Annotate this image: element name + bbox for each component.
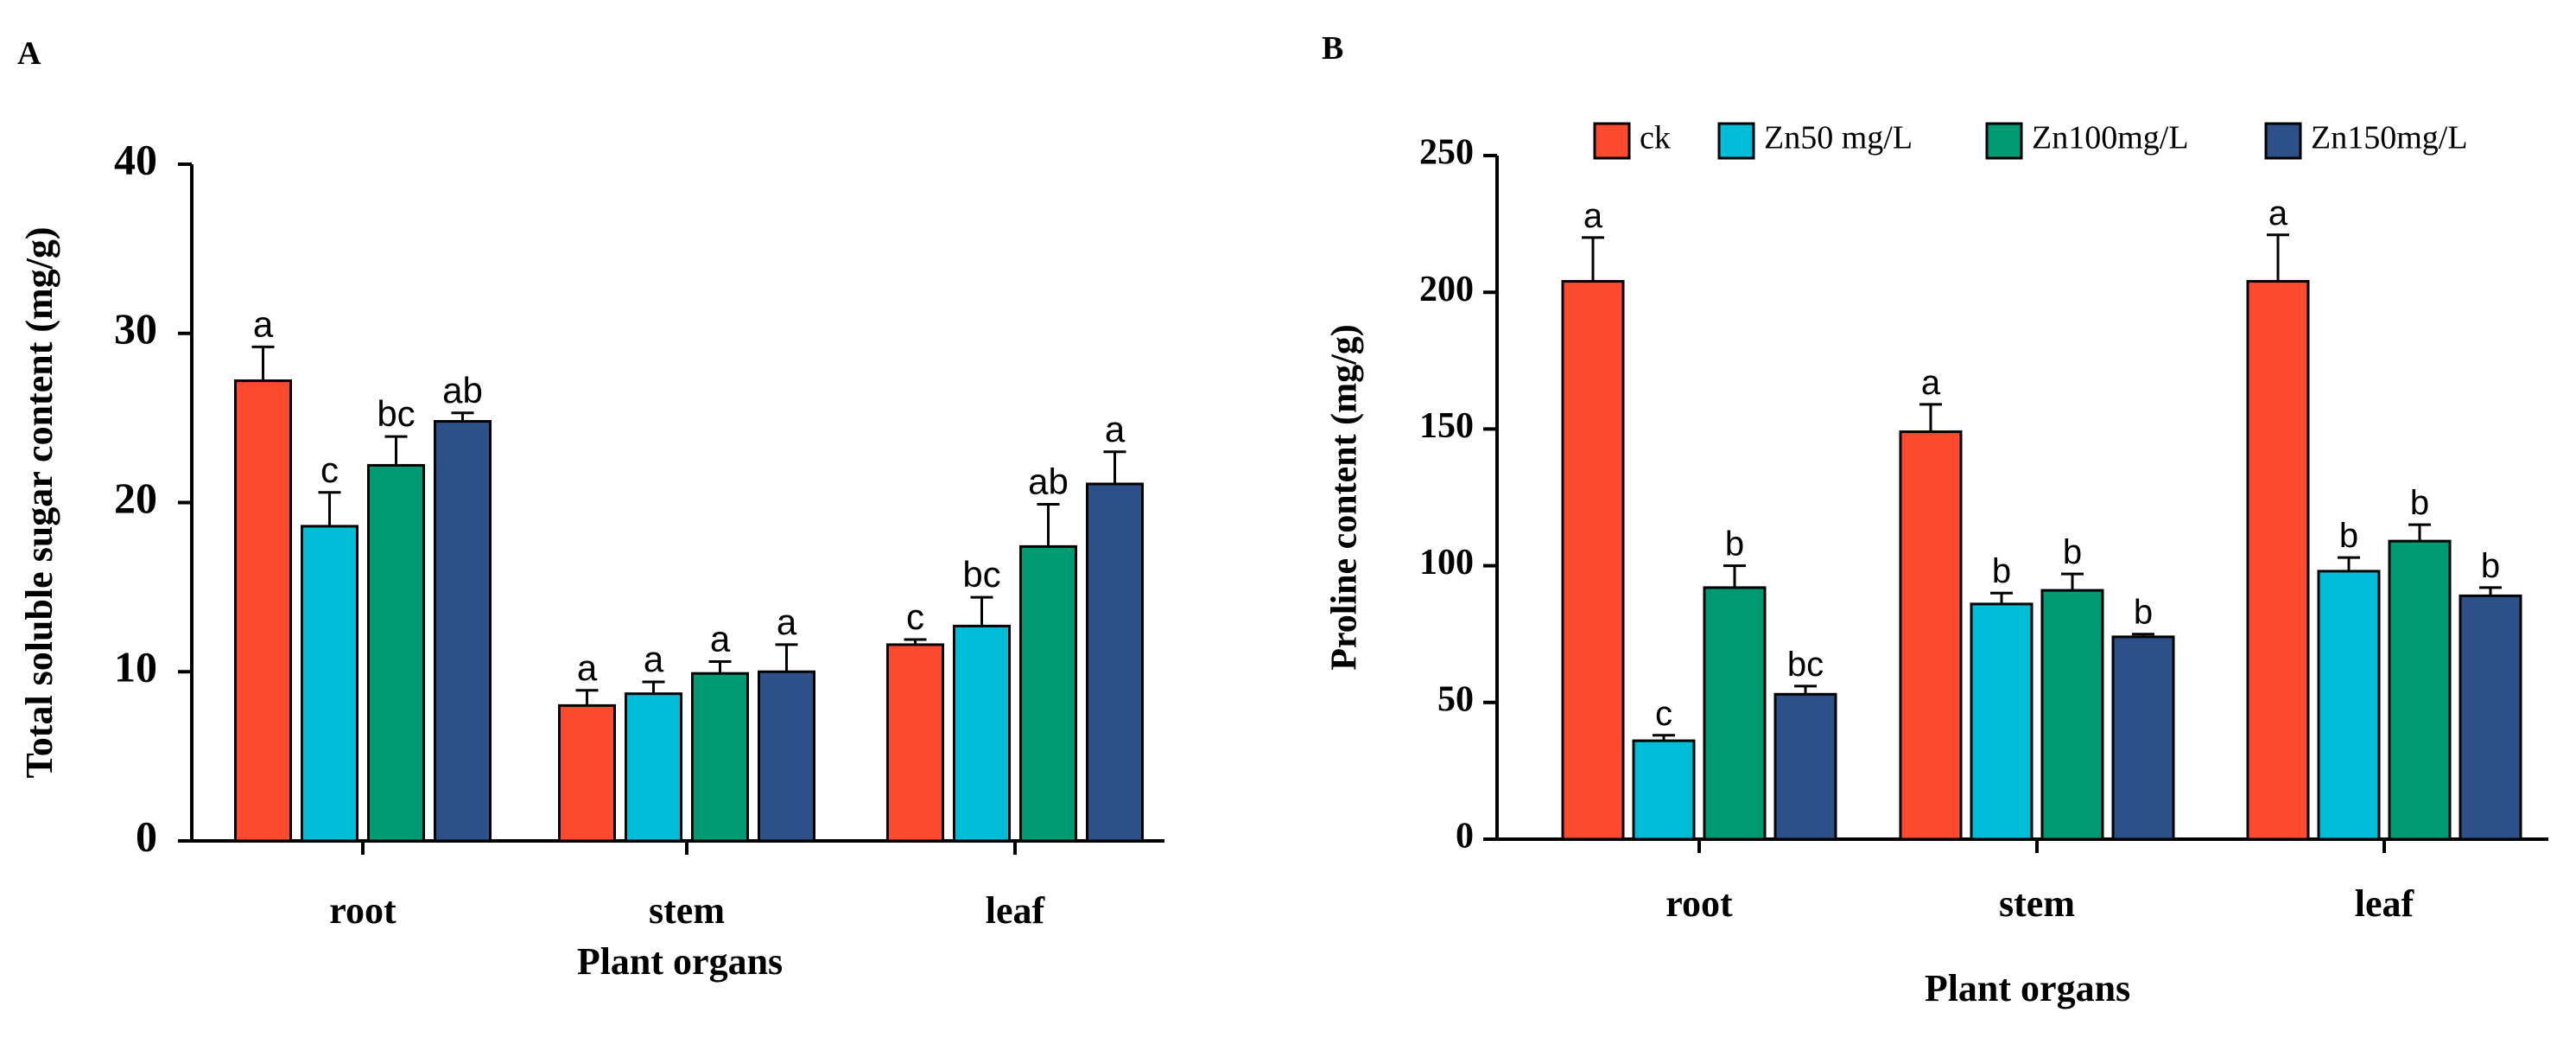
panel-a-bar [691, 672, 749, 843]
panel-b-bar [1970, 602, 2034, 841]
panel-a-bar [953, 624, 1011, 843]
panel-a-bar [1086, 482, 1144, 843]
panel-a-y-tick-label: 20 [114, 474, 157, 522]
panel-b-legend-label: Zn150mg/L [2311, 120, 2468, 156]
panel-b-x-axis-title: Plant organs [1925, 967, 2130, 1009]
panel-b-legend-swatch [2264, 122, 2302, 160]
panel-b-legend-label: ck [1640, 120, 1671, 156]
panel-b-y-tick-label: 100 [1419, 543, 1474, 582]
panel-a-y-tick-label: 0 [136, 812, 157, 860]
panel-a-significance-label: a [253, 303, 274, 344]
panel-a-significance-label: a [644, 639, 664, 679]
panel-b-significance-label: b [2481, 547, 2500, 585]
panel-a-significance-label: a [777, 602, 797, 642]
panel-a-significance-label: a [1105, 409, 1126, 449]
panel-a-significance-label: c [906, 596, 924, 637]
panel-b-bar [1632, 739, 1696, 841]
panel-b-significance-label: b [2410, 484, 2429, 522]
panel-b-significance-label: a [2268, 194, 2288, 232]
panel-b-y-tick-label: 0 [1456, 817, 1474, 856]
panel-b-x-tick-label: root [1666, 882, 1733, 925]
panel-b-x-tick-label: stem [1999, 882, 2075, 925]
panel-a-bar [234, 379, 292, 843]
panel-a-bar [886, 643, 944, 843]
panel-b-legend-swatch [1985, 122, 2023, 160]
panel-a-bar [434, 420, 492, 843]
panel-b-bar [2246, 280, 2310, 841]
panel-a-x-tick-label: root [329, 889, 397, 932]
panel-a-y-tick-label: 30 [114, 304, 157, 353]
panel-b-significance-label: a [1921, 364, 1941, 402]
panel-b-bar [2317, 570, 2381, 841]
panel-a-y-tick-label: 40 [114, 135, 157, 183]
panel-b-legend-label: Zn50 mg/L [1764, 120, 1913, 156]
panel-a-bar [367, 463, 425, 843]
panel-a-bar [758, 670, 815, 843]
panel-a-significance-label: ab [1028, 461, 1069, 501]
panel-b-significance-label: b [2063, 533, 2082, 571]
panel-b-bar [1561, 280, 1625, 841]
panel-a-significance-label: c [320, 449, 339, 490]
panel-b-bar [1773, 692, 1837, 841]
panel-b-bar [2111, 635, 2175, 841]
panel-b-letter: B [1322, 30, 1343, 67]
panel-b-x-tick-label: leaf [2355, 882, 2415, 925]
panel-b-y-tick-label: 200 [1419, 270, 1474, 309]
panel-b-bar [1703, 586, 1767, 841]
panel-a-bar [301, 525, 358, 843]
panel-b-significance-label: b [1725, 525, 1744, 563]
panel-b-significance-label: b [2134, 594, 2153, 632]
panel-b-legend-swatch [1593, 122, 1631, 160]
panel-a-bar [558, 703, 616, 843]
panel-b-significance-label: b [2339, 517, 2358, 555]
panel-a-bar [625, 692, 682, 843]
panel-a-significance-label: bc [962, 554, 1000, 595]
panel-a-x-axis-title: Plant organs [577, 940, 783, 983]
panel-b-bar [1899, 430, 1963, 841]
panel-a-x-tick-label: leaf [986, 889, 1046, 932]
panel-a-letter: A [17, 35, 41, 72]
panel-a-significance-label: ab [442, 370, 483, 411]
panel-b-significance-label: bc [1787, 646, 1824, 684]
panel-b-y-axis-title: Proline content (mg/g) [1325, 324, 1365, 670]
panel-b-significance-label: b [1992, 552, 2011, 590]
panel-b-chart: 0 50 100 150 200 250 root stem leaf a a a c b b b b b bc b b… [1325, 120, 2548, 1009]
panel-a-x-tick-label: stem [649, 889, 725, 932]
panel-b-bar [2388, 539, 2452, 841]
panel-a-y-tick-label: 10 [114, 643, 157, 691]
panel-b-significance-label: c [1655, 695, 1672, 733]
panel-a-significance-label: a [577, 647, 598, 688]
panel-b-legend-label: Zn100mg/L [2032, 120, 2189, 156]
panel-a-bar [1019, 544, 1077, 843]
panel-b-bar [2459, 594, 2522, 841]
panel-b-y-tick-label: 50 [1437, 679, 1474, 719]
panel-a-y-axis-title: Total soluble sugar content (mg/g) [18, 226, 60, 778]
panel-b-y-tick-label: 250 [1419, 133, 1474, 173]
panel-a-significance-label: bc [377, 393, 415, 434]
panel-b-legend-swatch [1717, 122, 1755, 160]
panel-b-significance-label: a [1583, 197, 1603, 235]
panel-a-significance-label: a [710, 619, 731, 659]
panel-b-y-tick-label: 150 [1419, 406, 1474, 446]
panel-b-bar [2040, 589, 2104, 841]
